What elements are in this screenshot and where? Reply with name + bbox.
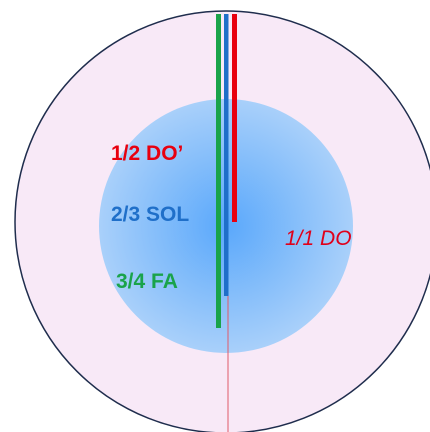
fifth-string-bar	[224, 14, 229, 296]
octave-string-bar	[232, 14, 237, 222]
fifth-label: 2/3 SOL	[111, 203, 189, 226]
fourth-string-bar	[216, 14, 221, 328]
octave-label: 1/2 DO’	[111, 142, 183, 165]
fundamental-label: 1/1 DO	[285, 227, 352, 250]
fourth-label: 3/4 FA	[116, 270, 178, 293]
